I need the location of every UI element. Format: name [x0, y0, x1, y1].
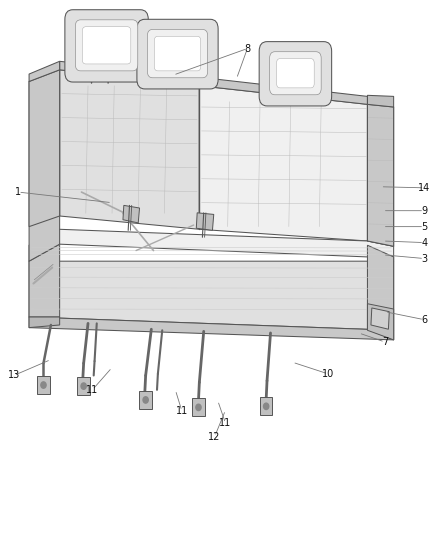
- FancyBboxPatch shape: [192, 398, 205, 416]
- Polygon shape: [29, 229, 394, 261]
- Circle shape: [143, 397, 148, 403]
- FancyBboxPatch shape: [137, 19, 218, 89]
- Polygon shape: [367, 245, 394, 340]
- FancyBboxPatch shape: [37, 376, 50, 394]
- Text: 8: 8: [244, 44, 251, 53]
- Polygon shape: [371, 308, 389, 329]
- Text: 5: 5: [421, 222, 427, 232]
- FancyBboxPatch shape: [154, 36, 201, 71]
- Polygon shape: [367, 304, 394, 340]
- Polygon shape: [196, 213, 214, 230]
- Text: 10: 10: [322, 369, 334, 379]
- Text: 11: 11: [219, 418, 232, 429]
- FancyBboxPatch shape: [148, 29, 208, 78]
- FancyBboxPatch shape: [270, 52, 321, 95]
- Polygon shape: [199, 86, 367, 241]
- Polygon shape: [367, 104, 394, 246]
- Text: 12: 12: [208, 432, 221, 442]
- FancyBboxPatch shape: [78, 377, 90, 395]
- Text: 11: 11: [176, 406, 188, 416]
- Circle shape: [41, 382, 46, 388]
- Circle shape: [264, 403, 269, 409]
- Circle shape: [196, 404, 201, 410]
- Circle shape: [81, 383, 86, 389]
- Text: 14: 14: [418, 183, 430, 193]
- Text: 3: 3: [421, 254, 427, 263]
- Text: 1: 1: [15, 187, 21, 197]
- Polygon shape: [60, 61, 367, 104]
- Polygon shape: [29, 317, 394, 340]
- Text: 7: 7: [382, 337, 388, 347]
- Polygon shape: [29, 317, 60, 328]
- FancyBboxPatch shape: [259, 42, 332, 106]
- Polygon shape: [60, 70, 199, 229]
- Polygon shape: [29, 61, 60, 82]
- Polygon shape: [29, 261, 394, 330]
- FancyBboxPatch shape: [82, 27, 131, 64]
- Polygon shape: [29, 70, 60, 261]
- Polygon shape: [123, 205, 140, 223]
- FancyBboxPatch shape: [75, 20, 138, 71]
- Text: 4: 4: [421, 238, 427, 247]
- Text: 13: 13: [8, 370, 20, 381]
- Polygon shape: [29, 244, 60, 317]
- Polygon shape: [367, 104, 394, 246]
- FancyBboxPatch shape: [260, 397, 272, 415]
- Text: 9: 9: [421, 206, 427, 216]
- FancyBboxPatch shape: [65, 10, 148, 82]
- Polygon shape: [29, 70, 60, 227]
- FancyBboxPatch shape: [139, 391, 152, 409]
- FancyBboxPatch shape: [277, 59, 314, 88]
- Text: 11: 11: [86, 385, 99, 395]
- Text: 6: 6: [421, 314, 427, 325]
- Polygon shape: [367, 95, 394, 107]
